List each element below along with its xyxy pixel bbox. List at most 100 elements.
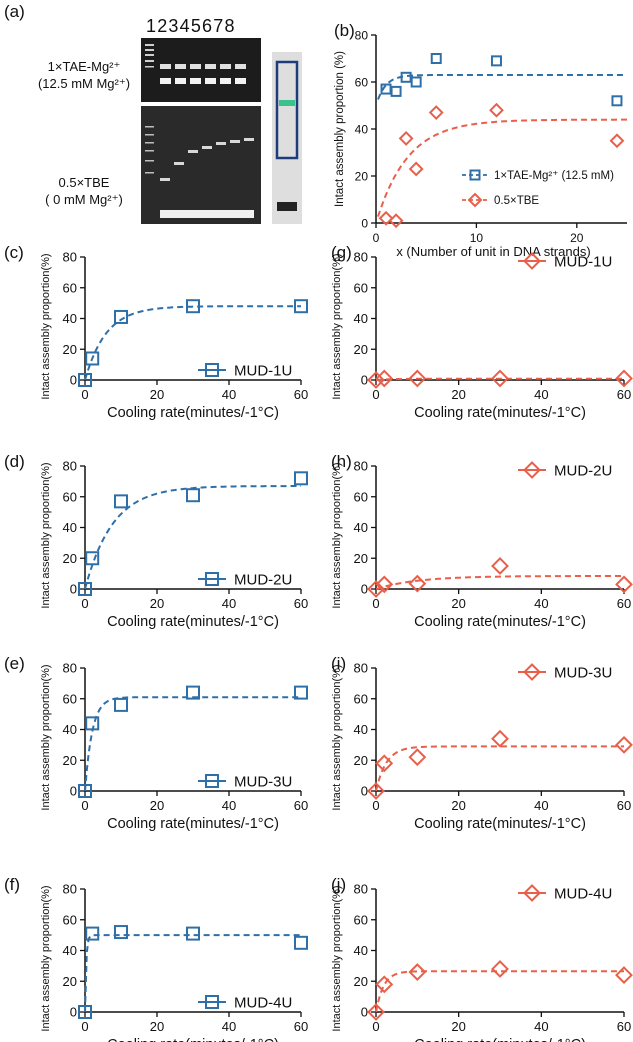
x-tick-label-c: 40 [222, 387, 236, 402]
y-tick-label-e: 40 [63, 722, 77, 737]
x-tick-label-g: 20 [451, 387, 465, 402]
y-tick-label-c: 0 [70, 373, 77, 388]
y-tick-label-e: 80 [63, 661, 77, 676]
panel-label-c: (c) [4, 243, 24, 262]
data-point-e-0 [85, 716, 100, 731]
data-point-c-0 [186, 299, 200, 314]
data-point-g-0 [615, 369, 633, 388]
chart-h: (h) 0 20 40 60 80 0 20 40 60 Cooling rate(minutes/… [331, 452, 633, 630]
y-tick-label-d: 0 [70, 582, 77, 597]
y-tick-label-g: 80 [354, 250, 368, 265]
y-tick-label-i: 80 [354, 661, 368, 676]
data-point-i-0 [408, 748, 427, 767]
legend-marker-g [523, 252, 541, 270]
panel-label-h: (h) [331, 452, 352, 471]
x-tick-label-f: 20 [150, 1019, 164, 1034]
x-tick-label-h: 0 [372, 596, 379, 611]
y-tick-label-b: 20 [355, 170, 369, 184]
x-tick-label-i: 60 [617, 798, 631, 813]
data-point-c-0 [294, 299, 308, 314]
legend-label-f: MUD-4U [234, 995, 292, 1012]
y-tick-label-d: 40 [63, 520, 77, 535]
data-point-c-0 [114, 309, 128, 324]
data-point-b-0 [611, 95, 623, 107]
x-axis-title-f: Cooling rate(minutes/-1°C) [107, 1037, 279, 1042]
x-axis-title-b: x (Number of unit in DNA strands) [396, 244, 590, 259]
gel-bottom-buffer-line1: 0.5×TBE [58, 175, 110, 190]
data-point-g-0 [408, 369, 427, 388]
data-point-b-0 [430, 53, 442, 64]
data-point-e-0 [114, 697, 128, 712]
panel-a-label: (a) [4, 2, 25, 21]
fit-curve-h-0 [375, 575, 624, 590]
gel-lane-numbers: 12345678 [146, 16, 236, 36]
data-point-h-0 [375, 575, 394, 594]
panel-label-d: (d) [4, 452, 25, 471]
data-point-b-0 [390, 85, 402, 97]
data-point-f-0 [186, 926, 200, 941]
data-point-c-0 [78, 373, 92, 387]
y-axis-title-b: Intact assembly proportion (%) [334, 51, 346, 207]
y-tick-label-c: 80 [63, 250, 77, 265]
y-axis-title-f: Intact assembly proportion(%) [40, 885, 52, 1031]
data-point-e-0 [186, 685, 200, 700]
gel-top-buffer-label: 1×TAE-Mg²⁺ (12.5 mM Mg²⁺) [18, 58, 150, 92]
x-axis-title-j: Cooling rate(minutes/-1°C) [414, 1037, 586, 1042]
data-point-b-1 [378, 210, 394, 226]
y-tick-label-c: 60 [63, 280, 77, 295]
legend-label-h: MUD-2U [554, 463, 612, 480]
y-tick-label-d: 20 [63, 551, 77, 566]
legend-marker-f [205, 995, 219, 1009]
gel-image-bottom [141, 106, 261, 224]
data-point-j-0 [615, 966, 633, 985]
gel-top-buffer-line2: (12.5 mM Mg²⁺) [37, 76, 131, 91]
data-point-j-0 [408, 963, 427, 981]
data-point-j-0 [375, 975, 394, 994]
panel-label-i: (i) [331, 654, 346, 673]
y-tick-label-c: 40 [63, 311, 77, 326]
legend-marker-j [523, 884, 541, 902]
legend-marker-c [205, 363, 219, 377]
x-tick-label-i: 0 [372, 798, 379, 813]
y-tick-label-j: 20 [354, 974, 368, 989]
y-tick-label-f: 80 [63, 882, 77, 897]
fit-curve-b-1 [377, 118, 627, 217]
y-axis-title-h: Intact assembly proportion(%) [331, 462, 343, 608]
y-tick-label-g: 0 [361, 373, 368, 388]
fit-curve-d-0 [84, 485, 301, 590]
x-tick-label-e: 0 [81, 798, 88, 813]
x-tick-label-d: 0 [81, 596, 88, 611]
y-tick-label-h: 60 [354, 489, 368, 504]
y-tick-label-d: 80 [63, 459, 77, 474]
data-point-d-0 [114, 494, 128, 509]
x-axis-title-h: Cooling rate(minutes/-1°C) [414, 614, 586, 630]
x-tick-label-f: 0 [81, 1019, 88, 1034]
y-tick-label-i: 20 [354, 753, 368, 768]
x-tick-label-e: 60 [294, 798, 308, 813]
y-tick-label-b: 40 [355, 123, 369, 137]
y-tick-label-h: 20 [354, 551, 368, 566]
data-point-f-0 [114, 925, 128, 940]
legend-label-g: MUD-1U [554, 254, 612, 271]
chart-j: (j) 0 20 40 60 80 0 20 40 60 Cooling rate(minutes/… [331, 875, 633, 1042]
data-point-e-0 [294, 685, 308, 700]
x-tick-label-j: 60 [617, 1019, 631, 1034]
data-point-i-0 [367, 782, 385, 800]
y-axis-title-d: Intact assembly proportion(%) [40, 462, 52, 608]
x-tick-label-b: 10 [470, 231, 484, 245]
data-point-i-0 [491, 729, 509, 748]
gel-bottom-buffer-line2: ( 0 mM Mg²⁺) [45, 192, 123, 207]
y-tick-label-e: 0 [70, 784, 77, 799]
data-point-b-1 [398, 130, 414, 146]
chart-f: (f) 0 20 40 60 80 0 20 40 60 Cooling rate(minutes/… [4, 875, 308, 1042]
y-tick-label-e: 60 [63, 691, 77, 706]
y-tick-label-j: 60 [354, 912, 368, 927]
legend-label-c: MUD-1U [234, 363, 292, 380]
panel-label-b: (b) [334, 21, 355, 40]
x-tick-label-g: 40 [534, 387, 548, 402]
legend-label-b-1: 0.5×TBE [494, 195, 539, 207]
y-axis-title-c: Intact assembly proportion(%) [40, 253, 52, 399]
y-tick-label-b: 80 [355, 29, 369, 43]
y-tick-label-j: 0 [361, 1005, 368, 1020]
data-point-b-0 [490, 55, 502, 67]
